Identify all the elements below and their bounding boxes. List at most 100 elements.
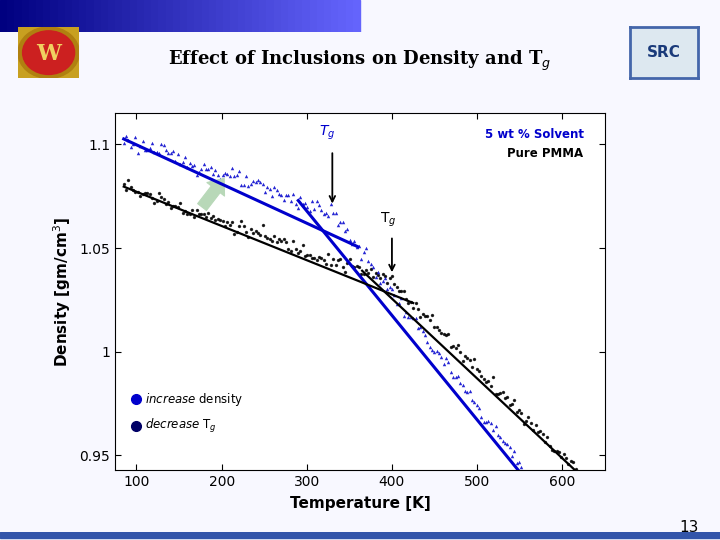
Bar <box>180 0 187 32</box>
Bar <box>274 0 277 32</box>
Bar <box>158 0 162 32</box>
Bar <box>7 0 11 32</box>
Bar <box>245 0 252 32</box>
Bar <box>331 0 335 32</box>
Bar <box>0 0 4 32</box>
Bar <box>202 0 205 32</box>
Bar <box>324 0 328 32</box>
Bar <box>187 0 194 32</box>
Bar <box>216 0 223 32</box>
Bar <box>50 0 58 32</box>
Text: $\mathit{increase}$ density: $\mathit{increase}$ density <box>145 391 243 408</box>
Bar <box>0 532 720 538</box>
Bar <box>22 0 29 32</box>
Bar <box>29 0 36 32</box>
Bar <box>220 0 223 32</box>
Bar <box>158 0 166 32</box>
Text: Pure PMMA: Pure PMMA <box>508 146 583 159</box>
Bar <box>230 0 234 32</box>
Bar <box>234 0 238 32</box>
Bar <box>90 0 94 32</box>
Bar <box>65 0 72 32</box>
Bar <box>79 0 83 32</box>
Bar <box>83 0 86 32</box>
Bar <box>101 0 104 32</box>
Bar <box>173 0 180 32</box>
Bar <box>320 0 324 32</box>
Bar <box>140 0 144 32</box>
Bar <box>338 0 346 32</box>
Bar <box>130 0 137 32</box>
Bar <box>274 0 281 32</box>
Bar <box>40 0 43 32</box>
Bar <box>122 0 126 32</box>
Bar <box>216 0 220 32</box>
Bar <box>184 0 187 32</box>
Bar <box>36 0 43 32</box>
Bar <box>72 0 76 32</box>
Bar <box>94 0 101 32</box>
Bar <box>202 0 209 32</box>
Bar <box>169 0 173 32</box>
Bar <box>266 0 270 32</box>
Bar <box>317 0 324 32</box>
Bar <box>353 0 356 32</box>
Bar <box>58 0 65 32</box>
Bar <box>54 0 58 32</box>
Bar <box>108 0 115 32</box>
Text: T$_g$: T$_g$ <box>319 124 336 142</box>
Bar <box>194 0 198 32</box>
Bar <box>292 0 295 32</box>
Bar <box>302 0 310 32</box>
Bar <box>122 0 130 32</box>
Bar <box>137 0 140 32</box>
Bar <box>180 0 184 32</box>
Bar <box>151 0 155 32</box>
Bar <box>277 0 281 32</box>
Bar <box>43 0 50 32</box>
Bar <box>101 0 108 32</box>
Bar <box>346 0 349 32</box>
Bar <box>252 0 256 32</box>
Bar <box>155 0 158 32</box>
Bar <box>259 0 263 32</box>
Bar <box>7 0 14 32</box>
Bar <box>18 0 22 32</box>
Bar <box>256 0 259 32</box>
Bar <box>32 0 36 32</box>
Bar <box>79 0 86 32</box>
Bar <box>281 0 288 32</box>
Bar <box>266 0 274 32</box>
Bar <box>144 0 151 32</box>
Bar <box>353 0 360 32</box>
Bar <box>187 0 191 32</box>
Bar <box>245 0 248 32</box>
Bar <box>115 0 119 32</box>
Bar <box>328 0 331 32</box>
Bar <box>349 0 353 32</box>
Y-axis label: Density [gm/cm$^3$]: Density [gm/cm$^3$] <box>51 217 73 367</box>
Bar <box>310 0 317 32</box>
Bar <box>104 0 108 32</box>
Bar <box>284 0 288 32</box>
Bar <box>302 0 306 32</box>
Bar <box>94 0 97 32</box>
Bar <box>317 0 320 32</box>
Bar <box>47 0 50 32</box>
Bar <box>295 0 299 32</box>
Bar <box>281 0 284 32</box>
Bar <box>288 0 295 32</box>
Text: 13: 13 <box>679 519 698 535</box>
Bar <box>270 0 274 32</box>
Bar <box>115 0 122 32</box>
Bar <box>166 0 169 32</box>
Bar <box>310 0 313 32</box>
Bar <box>86 0 94 32</box>
Bar <box>14 0 18 32</box>
Ellipse shape <box>18 27 79 78</box>
Text: Effect of Inclusions on Density and T$_g$: Effect of Inclusions on Density and T$_g… <box>168 49 552 73</box>
Bar <box>230 0 238 32</box>
Bar <box>306 0 310 32</box>
Bar <box>137 0 144 32</box>
Bar <box>252 0 259 32</box>
